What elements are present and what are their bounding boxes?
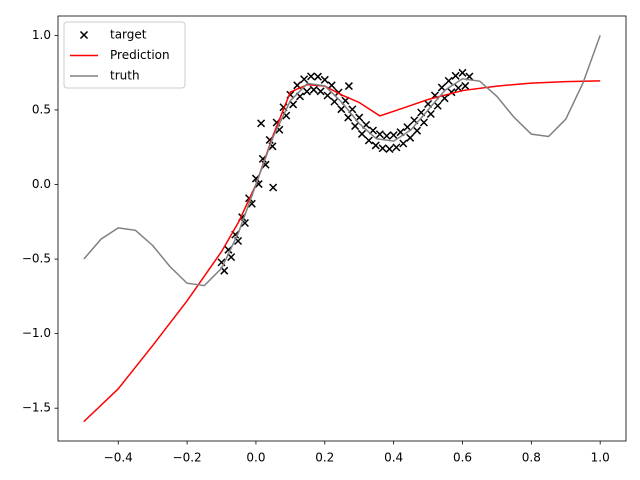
y-tick-label: −0.5 — [22, 252, 51, 266]
target-point — [389, 131, 398, 140]
target-point — [344, 113, 353, 122]
legend-marker — [79, 30, 89, 40]
target-point — [330, 97, 339, 106]
target-point — [461, 81, 470, 90]
legend-box — [63, 21, 186, 89]
x-tick-label: −0.2 — [173, 451, 202, 465]
target-point — [289, 100, 298, 109]
x-tick-label: 0.2 — [315, 451, 334, 465]
target-point — [227, 253, 236, 262]
target-point — [313, 72, 322, 81]
target-point — [413, 126, 422, 135]
y-tick-label: 1.0 — [32, 28, 51, 42]
target-point — [437, 83, 446, 92]
line — [83, 35, 601, 287]
target-point — [316, 87, 325, 96]
x-tick-label: 1.0 — [591, 451, 610, 465]
target-point — [426, 109, 435, 119]
target-point — [351, 122, 360, 131]
x-tick-label: −0.4 — [104, 451, 133, 465]
target-point — [320, 75, 329, 84]
target-point — [375, 130, 384, 139]
target-point — [364, 136, 373, 145]
target-point — [337, 105, 346, 114]
target-point — [444, 76, 453, 85]
target-point — [323, 91, 332, 100]
legend-label: target — [110, 28, 147, 42]
y-tick-label: −1.5 — [22, 401, 51, 415]
y-tick-label: 0.0 — [32, 177, 51, 191]
x-tick-label: 0.0 — [246, 451, 265, 465]
target-point — [357, 129, 366, 138]
target-point — [309, 85, 318, 94]
target-point — [257, 119, 266, 128]
y-tick-label: −1.0 — [22, 326, 51, 340]
target-point — [344, 82, 353, 91]
target-point — [306, 72, 316, 81]
target-point — [403, 123, 412, 132]
target-point — [433, 101, 442, 110]
target-point — [269, 183, 278, 192]
legend-label: truth — [110, 69, 140, 83]
target-point — [451, 71, 460, 80]
y-tick-label: 0.5 — [32, 102, 51, 116]
target-point — [382, 131, 391, 140]
x-tick-label: 0.4 — [384, 451, 403, 465]
target-point — [385, 144, 394, 154]
target-point — [458, 68, 467, 77]
plot-frame — [57, 15, 627, 442]
legend-label: Prediction — [110, 48, 170, 62]
target-point — [399, 139, 408, 148]
target-point — [406, 133, 415, 142]
target-point — [419, 118, 428, 127]
target-point — [302, 87, 311, 96]
target-point — [371, 141, 380, 150]
target-point — [392, 143, 401, 152]
x-tick-label: 0.8 — [522, 451, 541, 465]
target-point — [300, 75, 309, 84]
target-point — [378, 144, 387, 153]
x-tick-label: 0.6 — [453, 451, 472, 465]
